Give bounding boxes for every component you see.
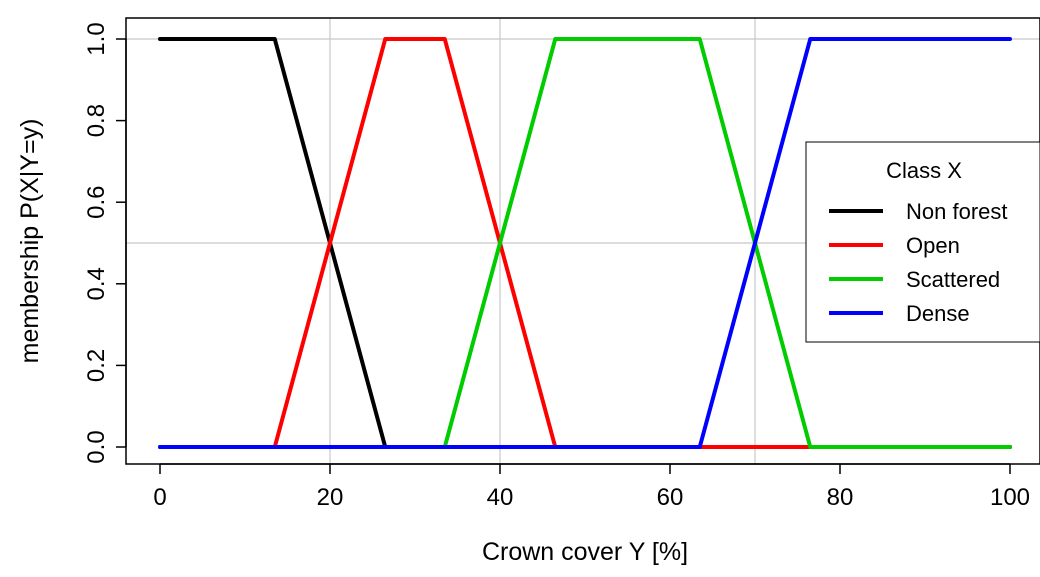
y-tick-label: 0.2 — [83, 349, 110, 382]
legend-title: Class X — [886, 158, 962, 183]
legend-label: Non forest — [906, 199, 1008, 224]
y-axis: 0.0 0.2 0.4 0.6 0.8 1.0 — [83, 22, 127, 464]
y-tick-label: 0.8 — [83, 104, 110, 137]
series-lines — [158, 37, 1012, 449]
legend-label: Dense — [906, 301, 970, 326]
legend-items: Non forest Open Scattered Dense — [829, 199, 1008, 326]
legend: Class X Non forest Open Scattered Dense — [805, 141, 1040, 343]
legend-label: Open — [906, 233, 960, 258]
x-axis-title: Crown cover Y [%] — [482, 538, 688, 566]
x-tick-label: 20 — [317, 484, 344, 511]
y-axis-title: membership P(X|Y=y) — [16, 119, 44, 364]
y-tick-label: 0.4 — [83, 267, 110, 300]
legend-box — [805, 141, 1040, 343]
y-tick-label: 1.0 — [83, 22, 110, 55]
x-axis: 0 20 40 60 80 100 — [153, 463, 1030, 511]
x-tick-label: 60 — [657, 484, 684, 511]
x-tick-label: 100 — [990, 484, 1030, 511]
y-tick-label: 0.6 — [83, 186, 110, 219]
x-tick-label: 0 — [153, 484, 166, 511]
y-tick-label: 0.0 — [83, 430, 110, 463]
x-tick-label: 40 — [487, 484, 514, 511]
legend-label: Scattered — [906, 267, 1000, 292]
series-line-dense — [158, 37, 1012, 449]
x-tick-label: 80 — [827, 484, 854, 511]
